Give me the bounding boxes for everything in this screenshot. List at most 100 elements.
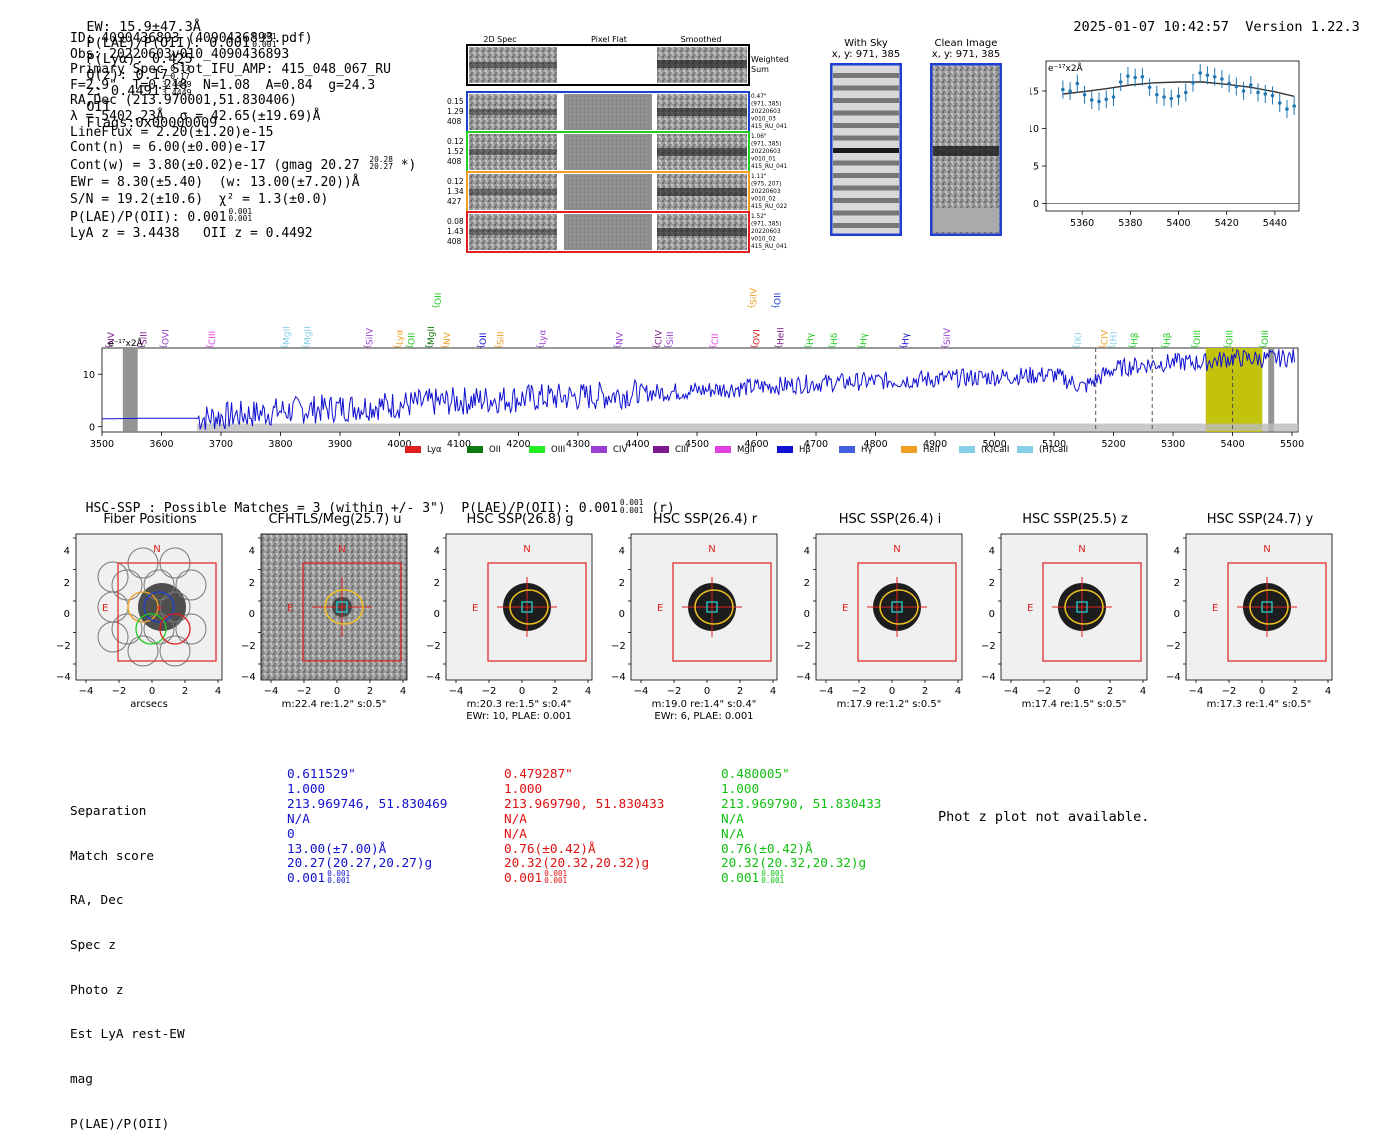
hsc-caption: m:17.3 re:1.4" s:0.5" [1207,699,1312,710]
east-label: E [657,603,663,614]
zoom-data-point [1227,81,1231,86]
clean-panel-title: Clean Image x, y: 971, 385 [928,38,1004,60]
match-column: 0.479287" 1.000 213.969790, 51.830433 N/A N/… [504,766,664,886]
emission-line-brace: { [363,344,372,349]
zoom-data-point [1285,107,1289,111]
emission-line-label: NV [616,331,626,345]
y-tick-label: 2 [248,577,255,589]
info-plae-hi: 0.001 [228,206,253,216]
full-spectrum-chart: NV{SiII{OVI{CIII{MgII{MgII{SiIV{Lyα{OII{… [83,287,1304,455]
hsc-caption: m:22.4 re:1.2" s:0.5" [282,699,387,710]
sky-stripe [833,73,899,78]
match-plae-lo: 0.001 [544,875,568,885]
zoom-data-point [1104,97,1109,102]
cutout-row-stat: 1.52 [447,147,464,156]
zoom-data-point [1212,74,1217,79]
emission-line-label: HeII [776,327,786,345]
legend-label: Lyα [427,445,442,455]
noise-band [197,423,1298,431]
zoom-data-point [1183,90,1188,95]
sky-stripe [833,123,899,128]
header-plae: P(LAE)/P(OII): 0.001 [86,35,251,51]
match-label: Match score [70,847,155,863]
fiber-circle [143,613,175,645]
header-qz: Q(z): 0.17 [86,67,169,83]
info-line: Primary Spec_Slot_IFU_AMP: 415_048_067_R… [70,62,391,78]
clean-image [930,63,1002,236]
emission-line-brace: { [535,344,544,349]
cutout-row-stat: 408 [447,117,462,126]
full-xtick-label: 5100 [1042,439,1066,450]
emission-line-brace: { [651,344,660,349]
emission-line-label: OVI [753,329,763,345]
legend-swatch [901,446,917,453]
full-xtick-label: 5300 [1161,439,1185,450]
hsc-panel-title: HSC SSP(26.8) g [466,512,574,527]
zoom-data-point [1133,75,1137,80]
cutout-row-meta: v010_03 [751,117,776,123]
y-tick-label: 0 [248,609,255,620]
emission-line-label: MgII [427,326,437,345]
zoom-data-point [1126,74,1130,78]
zoom-xtick-label: 5400 [1166,218,1190,229]
emission-line-label: OII [434,293,444,305]
cutout-row-meta: 20220603 [751,149,781,155]
cutout-row-meta: 20220603 [751,189,781,195]
hsc-panel-title: HSC SSP(24.7) y [1206,512,1314,527]
match-box [1076,601,1088,613]
zoom-data-point [1241,89,1246,93]
cutout-row-meta: 1.52" [751,214,767,220]
cutout-row-meta: 1.11" [751,174,767,180]
info-plae-label: P(LAE)/P(OII): 0.001 [70,209,227,225]
east-label: E [1212,603,1218,614]
cutout-2dspec-trace [469,149,557,155]
match-value: 1.000 [721,780,760,796]
emission-line-label: MgII [303,326,313,345]
cutout-pixelflat-image [564,134,652,170]
hsc-caption: m:19.0 re:1.4" s:0.4" [652,699,757,710]
east-label: E [102,603,108,614]
x-tick-label: −4 [819,686,834,697]
emission-line-brace: { [770,304,779,309]
cutout-row-meta: 20220603 [751,109,781,115]
x-tick-label: −2 [1037,686,1052,697]
match-value: 0.001 0.001 0.001 [287,868,351,886]
sky-stripe [833,135,899,141]
sky-stripe [833,148,899,153]
match-plae-lo: 0.001 [327,875,351,885]
info-plae: P(LAE)/P(OII): 0.001 0.001 0.001 [70,206,416,226]
zoom-xtick-label: 5420 [1215,218,1239,229]
match-label: Spec z [70,936,116,952]
y-tick-label: 0 [63,609,70,620]
match-value: N/A [721,810,744,826]
emission-line-brace: { [1107,344,1116,349]
y-tick-label: 4 [433,546,440,557]
match-label: Separation [70,802,147,818]
fiber-circle [97,561,129,593]
east-label: E [287,603,293,614]
north-label: N [1263,544,1270,555]
hsc-caption: m:17.4 re:1.5" s:0.5" [1022,699,1127,710]
zoom-data-point [1169,96,1174,101]
hsc-cutout-image: N E −4 −2 0 2 4 m:17.4 re:1.5" s:0.5" [998,533,1148,710]
info-plae-lo: 0.001 [228,214,253,224]
zoom-ytick-label: 15 [1030,87,1039,98]
hsc-title: HSC-SSP : Possible Matches = 3 (within +… [70,486,675,516]
info-line: LineFlux = 2.20(±1.20)e-15 [70,124,274,140]
x-tick-label: 0 [149,686,155,697]
match-plae-hi: 0.001 [761,868,785,878]
zoom-data-point [1111,95,1116,99]
fiber-green [135,613,167,645]
match-value: 0.611529" [287,766,356,781]
sky-stripe [833,185,899,191]
hsc-panel: HSC SSP(26.8) g N E −4 −2 0 2 4 m:20.3 re:1.5" s… [426,512,600,722]
zoom-data-point [1270,93,1275,98]
full-xtick-label: 4800 [863,439,887,450]
zoom-data-point [1292,104,1296,108]
cutout-row-stat: 1.34 [447,187,464,196]
x-tick-label: −2 [1222,686,1237,697]
emission-line-label: SiII [666,331,676,345]
zoom-data-point [1118,80,1123,84]
weighted-2dspec-trace [469,62,557,68]
cutout-row-meta: (971, 385) [751,142,781,148]
